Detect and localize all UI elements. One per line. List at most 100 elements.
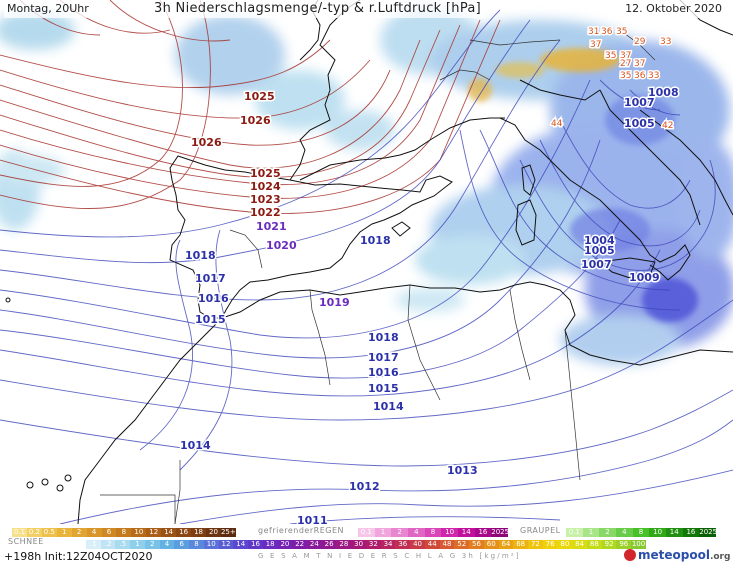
legend-cell: 16 [474, 528, 492, 537]
legend-cell: 16 [176, 528, 192, 537]
legend-cell: 14 [665, 528, 683, 537]
legend-cell: 22 [292, 540, 308, 549]
isobar-label: 1020 [266, 239, 297, 252]
legend-cell: 1 [582, 528, 600, 537]
legend-cell: 56 [469, 540, 484, 549]
logo-tld: .org [709, 552, 731, 562]
isobars-low [0, 9, 733, 525]
legend-cell: 88 [586, 540, 602, 549]
warning-label: 27 [620, 59, 631, 69]
isobar-label: 1017 [195, 272, 226, 285]
isobar-label: 1018 [368, 331, 399, 344]
legend-cell: 4 [159, 540, 175, 549]
legend-cell: 26 [321, 540, 337, 549]
legend-cell: 2 [144, 540, 160, 549]
isobar-label: 1017 [368, 351, 399, 364]
isobar-label: 1012 [349, 480, 380, 493]
legend-cell: 14 [457, 528, 475, 537]
legend-cell: 2025+ [491, 528, 508, 537]
legend-cell: 28 [336, 540, 352, 549]
legend-cell: 0.1 [358, 528, 375, 537]
legend-cell: 64 [498, 540, 514, 549]
legend-cell: 48 [439, 540, 455, 549]
warning-label: 35 [616, 27, 627, 37]
warning-label: 33 [648, 71, 659, 81]
snow-scale: 0.1 0.2 0.5 1 2 4 6 8 10 12 14 16 18 20 25+ [12, 528, 236, 537]
legend-cell: 18 [262, 540, 278, 549]
legend-cell: 12 [146, 528, 162, 537]
coast-balearics [391, 221, 411, 237]
legend-cell: 52 [454, 540, 470, 549]
legend-cell: 84 [572, 540, 587, 549]
isobar-label: 1023 [250, 193, 281, 206]
legend-cell: 0.1 [566, 528, 583, 537]
isobar-label: 1005 [584, 244, 615, 257]
isobar-label: 1008 [648, 86, 679, 99]
warning-label: 37 [590, 40, 601, 50]
legend-cell: .5 [115, 540, 131, 549]
isobar-label: 1026 [240, 114, 271, 127]
canary-islands [5, 297, 72, 492]
coast-morocco [77, 317, 223, 525]
legend-cell: 14 [233, 540, 249, 549]
isobar-label: 1022 [250, 206, 281, 219]
forecast-date: 12. Oktober 2020 [622, 0, 725, 18]
isobar-label: 1016 [368, 366, 399, 379]
legend-cell: 25+ [220, 528, 236, 537]
alpine-warning-labels: 31 36 35 37 29 35 37 27 37 33 44 35 36 3… [550, 26, 675, 133]
legend-cell: 92 [601, 540, 617, 549]
borders [100, 29, 656, 525]
legend-cell: 24 [307, 540, 322, 549]
legend-cell: 2 [71, 528, 87, 537]
legend-cell: 76 [542, 540, 558, 549]
legend-cell: 100 [631, 540, 646, 549]
coast-italy [499, 117, 691, 281]
isobar-label: 1018 [360, 234, 391, 247]
legend-cell: 0.1 [12, 528, 27, 537]
legend-cell: 10 [441, 528, 458, 537]
isobar-label: 1014 [373, 400, 404, 413]
legend-cell: 10 [203, 540, 219, 549]
warning-label: 36 [634, 71, 646, 81]
isobar-label: 1018 [185, 249, 216, 262]
warning-label: 37 [620, 51, 631, 61]
isobar-label: 1021 [256, 220, 287, 233]
legend-cell: 4 [615, 528, 633, 537]
logo-mark-icon [624, 549, 636, 561]
coast-balkans [639, 109, 733, 216]
snow-title: SCHNEE [8, 537, 44, 546]
isobar-labels: 1026 1026 1025 1025 1024 1023 1022 1021 … [179, 85, 681, 529]
isobar-label: 1005 [624, 117, 655, 130]
total-precip-scale: .1.2.5 1 2 4 6 8 10 12 14 16 18 20 22 24 26 28 30 32 34 36 4… [86, 540, 646, 549]
warning-label: 44 [551, 119, 563, 129]
isobar-label: 1026 [191, 136, 222, 149]
isobar-label: 1004 [584, 234, 615, 247]
meteopool-logo[interactable]: meteopool.org [624, 548, 730, 562]
coast-corsica [521, 164, 536, 196]
legend-cell: 0.2 [26, 528, 42, 537]
isobar-label: 1025 [244, 90, 275, 103]
legend-cell: 30 [351, 540, 366, 549]
isobar-label: 1019 [319, 296, 350, 309]
legend-cell: 6 [174, 540, 190, 549]
isobar-label: 1016 [198, 292, 229, 305]
total-precip-title: G E S A M T N I E D E R S C H L A G 3h [… [258, 552, 521, 560]
legend-cell: 32 [365, 540, 381, 549]
legend-cell: 8 [632, 528, 650, 537]
legend-cell: 2 [391, 528, 408, 537]
isobar-label: 1024 [250, 180, 281, 193]
isobar-label: 1007 [581, 258, 612, 271]
warning-label: 36 [601, 27, 613, 37]
legend-cell: 16 [682, 528, 700, 537]
legend-cell: 14 [161, 528, 177, 537]
legend-cell: 10 [649, 528, 666, 537]
legend-cell: 4 [407, 528, 425, 537]
isobar-label: 1015 [195, 313, 226, 326]
forecast-time-label: Montag, 20Uhr [4, 0, 92, 18]
legend-cell: 36 [395, 540, 411, 549]
legend-cell: 68 [513, 540, 529, 549]
legend-cell: 20 [277, 540, 293, 549]
